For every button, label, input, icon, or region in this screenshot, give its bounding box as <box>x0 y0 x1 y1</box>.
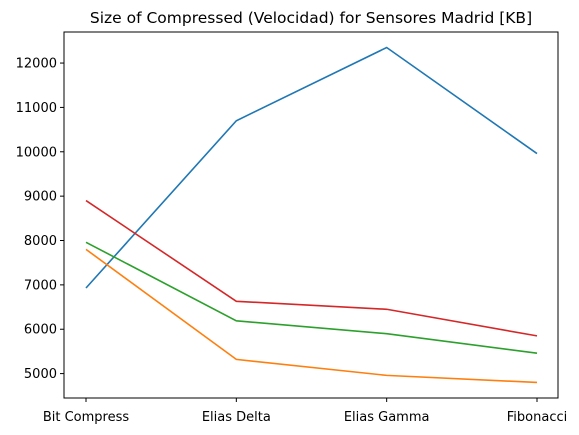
plot-area <box>85 46 538 384</box>
x-tick-label: Fibonacci <box>507 410 567 425</box>
series-line-4 <box>85 199 538 337</box>
x-tick-label: Elias Delta <box>202 410 271 425</box>
plot-frame <box>63 31 559 399</box>
y-tick-label: 11000 <box>16 101 57 116</box>
series-line-2 <box>85 248 538 384</box>
y-tick-label: 7000 <box>24 278 57 293</box>
x-tick-label: Elias Gamma <box>344 410 430 425</box>
series-line-1 <box>85 46 538 289</box>
chart-title: Size of Compressed (Velocidad) for Senso… <box>90 9 532 27</box>
y-tick-label: 9000 <box>24 190 57 205</box>
x-tick-label: Bit Compress <box>43 410 130 425</box>
y-axis: 5000 6000 7000 8000 9000 10000 11000 12000 <box>16 57 64 382</box>
y-tick-label: 12000 <box>16 57 57 72</box>
y-tick-label: 8000 <box>24 234 57 249</box>
y-tick-label: 10000 <box>16 145 57 160</box>
x-axis: Bit Compress Elias Delta Elias Gamma Fibona… <box>43 398 567 425</box>
y-tick-label: 6000 <box>24 323 57 338</box>
series-line-3 <box>85 241 538 354</box>
y-tick-label: 5000 <box>24 367 57 382</box>
